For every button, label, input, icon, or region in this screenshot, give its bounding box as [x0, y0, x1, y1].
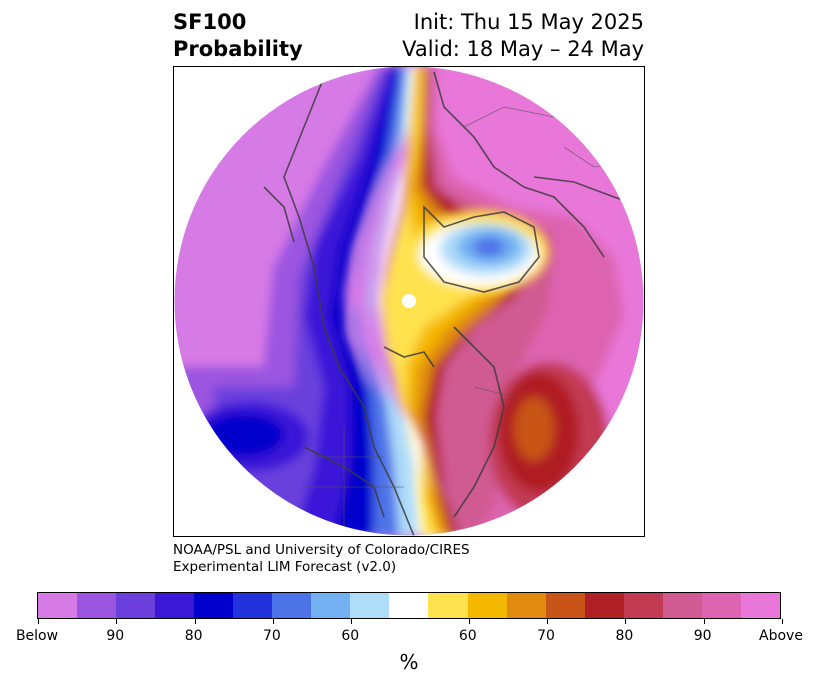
title-variable: SF100 — [173, 10, 247, 34]
colorbar-unit: % — [399, 650, 419, 674]
colorbar-segment — [77, 593, 117, 618]
colorbar-tick-label: 70 — [263, 628, 281, 644]
credit-line-2: Experimental LIM Forecast (v2.0) — [173, 559, 397, 575]
colorbar-segment — [467, 593, 507, 618]
colorbar-tick-label: 90 — [106, 628, 125, 644]
colorbar-tick-label: 70 — [537, 628, 555, 644]
colorbar-segment — [311, 593, 351, 618]
colorbar-segment — [428, 593, 468, 618]
colorbar-tick — [468, 619, 470, 624]
colorbar-segment — [38, 593, 78, 618]
colorbar-segment — [662, 593, 702, 618]
colorbar-segment — [506, 593, 546, 618]
probability-shading — [174, 67, 644, 536]
colorbar-tick — [547, 619, 549, 624]
colorbar-tick — [625, 619, 627, 624]
colorbar-segment — [272, 593, 312, 618]
colorbar-segment — [740, 593, 780, 618]
colorbar-tick — [782, 619, 783, 624]
forecast-dates: Init: Thu 15 May 2025 Valid: 18 May – 24… — [402, 9, 644, 63]
colorbar-segment — [116, 593, 156, 618]
colorbar-segment — [701, 593, 741, 618]
colorbar-tick-label: Above — [759, 628, 803, 644]
colorbar-tick — [38, 619, 39, 624]
colorbar-segment — [623, 593, 663, 618]
colorbar-tick-label: 90 — [693, 628, 712, 644]
colorbar-segment — [194, 593, 234, 618]
map-title: SF100 Probability — [173, 9, 303, 63]
valid-dates: Valid: 18 May – 24 May — [402, 37, 644, 61]
title-field: Probability — [173, 37, 303, 61]
colorbar-segment — [155, 593, 195, 618]
colorbar-segment — [389, 593, 429, 618]
credit-line-1: NOAA/PSL and University of Colorado/CIRE… — [173, 542, 470, 558]
colorbar — [37, 592, 783, 624]
colorbar-tick-label: 80 — [184, 628, 203, 644]
borders — [304, 106, 625, 536]
colorbar-tick-label: 80 — [615, 628, 634, 644]
probability-map — [173, 66, 645, 537]
init-date: Init: Thu 15 May 2025 — [413, 10, 644, 34]
colorbar-segment — [350, 593, 390, 618]
colorbar-segment — [545, 593, 585, 618]
map-canvas — [174, 67, 644, 536]
credit-text: NOAA/PSL and University of Colorado/CIRE… — [173, 542, 470, 576]
colorbar-tick — [703, 619, 705, 624]
colorbar-tick-label: 60 — [458, 628, 477, 644]
colorbar-tick — [351, 619, 353, 624]
colorbar-tick-label: Below — [15, 628, 59, 644]
colorbar-segment — [233, 593, 273, 618]
colorbar-tick — [116, 619, 118, 624]
colorbar-tick-label: 60 — [341, 628, 360, 644]
colorbar-segment — [584, 593, 624, 618]
colorbar-tick — [272, 619, 274, 624]
colorbar-tick — [194, 619, 196, 624]
